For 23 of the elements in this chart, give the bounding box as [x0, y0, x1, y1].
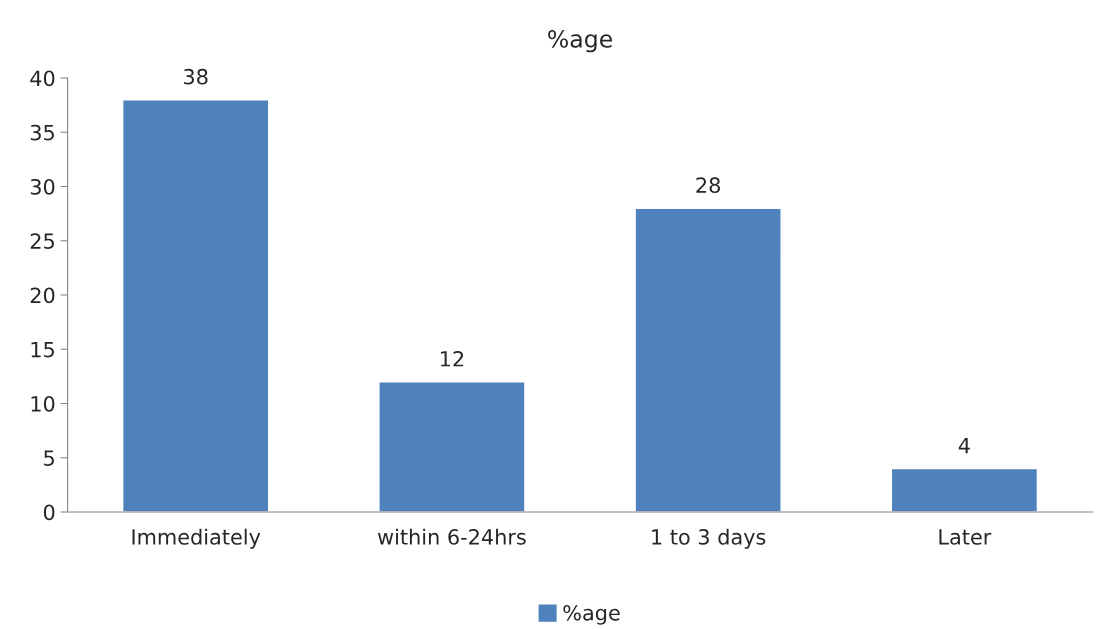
x-tick-label: Later [939, 529, 992, 545]
data-label: 12 [440, 350, 464, 367]
y-tick-label: 30 [30, 178, 55, 195]
x-tick-label: 1 to 3 days [652, 528, 766, 549]
y-tick-label: 25 [30, 233, 54, 249]
y-tick-label: 15 [31, 341, 54, 358]
y-tick-label: 10 [31, 395, 55, 412]
y-tick-label: 5 [44, 450, 54, 466]
y-tick-label: 40 [30, 70, 55, 87]
bar [378, 381, 526, 513]
y-tick-label: 0 [43, 504, 55, 521]
y-tick-label: 35 [30, 124, 54, 141]
x-tick-label: Immediately [132, 528, 261, 549]
data-label: 28 [696, 177, 720, 194]
bar [634, 207, 782, 513]
data-label: 38 [184, 68, 208, 85]
bar [121, 99, 270, 513]
y-tick-label: 20 [30, 287, 55, 304]
bar [890, 467, 1039, 513]
x-tick-label: within 6-24hrs [377, 528, 526, 545]
chart-title: %age [548, 29, 612, 53]
data-label: 4 [958, 437, 970, 454]
legend-label: %age [563, 604, 620, 625]
